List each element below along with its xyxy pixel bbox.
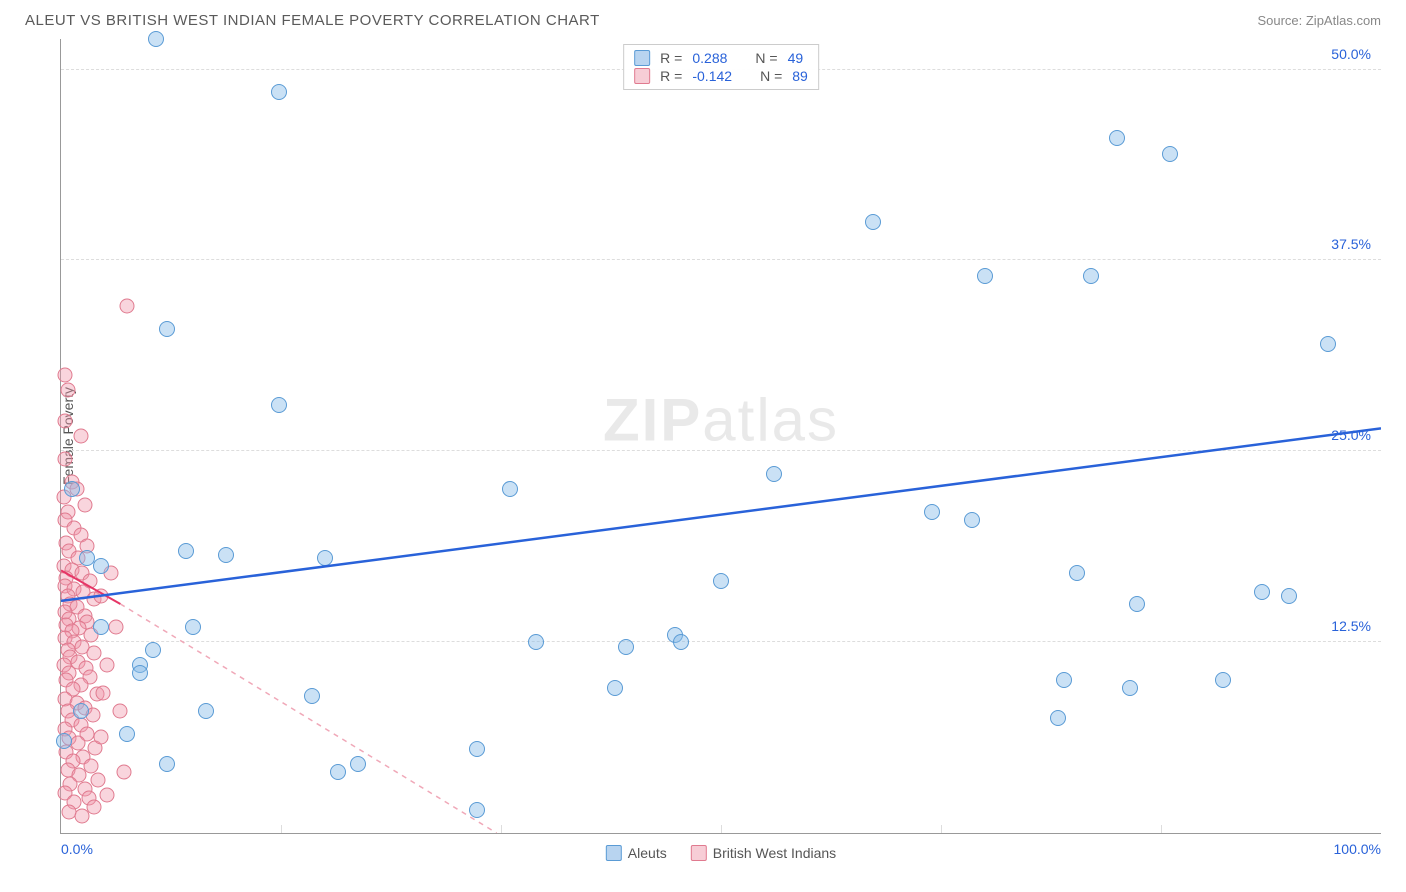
data-point-blue xyxy=(1083,268,1099,284)
data-point-blue xyxy=(145,642,161,658)
data-point-blue xyxy=(1320,336,1336,352)
data-point-blue xyxy=(1069,565,1085,581)
data-point-blue xyxy=(185,619,201,635)
gridline-h xyxy=(61,259,1381,260)
data-point-blue xyxy=(317,550,333,566)
data-point-pink xyxy=(87,645,102,660)
gridline-h xyxy=(61,641,1381,642)
data-point-blue xyxy=(964,512,980,528)
data-point-blue xyxy=(93,619,109,635)
data-point-blue xyxy=(132,665,148,681)
data-point-blue xyxy=(502,481,518,497)
swatch-blue-icon xyxy=(634,50,650,66)
data-point-pink xyxy=(96,685,111,700)
data-point-blue xyxy=(198,703,214,719)
data-point-blue xyxy=(93,558,109,574)
data-point-pink xyxy=(120,299,135,314)
data-point-blue xyxy=(1056,672,1072,688)
data-point-blue xyxy=(865,214,881,230)
data-point-blue xyxy=(119,726,135,742)
y-tick-label: 50.0% xyxy=(1331,46,1371,62)
data-point-blue xyxy=(271,397,287,413)
data-point-blue xyxy=(528,634,544,650)
source-label: Source: ZipAtlas.com xyxy=(1257,13,1381,28)
chart-title: ALEUT VS BRITISH WEST INDIAN FEMALE POVE… xyxy=(25,12,600,29)
gridline-h xyxy=(61,450,1381,451)
x-tick-label: 0.0% xyxy=(61,841,93,857)
data-point-pink xyxy=(57,367,72,382)
data-point-pink xyxy=(73,429,88,444)
data-point-pink xyxy=(60,383,75,398)
data-point-blue xyxy=(1162,146,1178,162)
data-point-pink xyxy=(93,589,108,604)
data-point-blue xyxy=(924,504,940,520)
data-point-blue xyxy=(178,543,194,559)
data-point-blue xyxy=(1215,672,1231,688)
data-point-blue xyxy=(766,466,782,482)
data-point-blue xyxy=(607,680,623,696)
data-point-blue xyxy=(330,764,346,780)
swatch-blue-icon xyxy=(606,845,622,861)
data-point-pink xyxy=(100,658,115,673)
x-tick xyxy=(281,825,282,833)
data-point-blue xyxy=(1129,596,1145,612)
data-point-blue xyxy=(73,703,89,719)
data-point-blue xyxy=(148,31,164,47)
data-point-blue xyxy=(304,688,320,704)
data-point-blue xyxy=(713,573,729,589)
data-point-blue xyxy=(159,756,175,772)
stats-row-pink: R = -0.142 N = 89 xyxy=(634,67,808,85)
data-point-blue xyxy=(1109,130,1125,146)
data-point-blue xyxy=(56,733,72,749)
data-point-pink xyxy=(57,413,72,428)
swatch-pink-icon xyxy=(691,845,707,861)
bottom-legend: Aleuts British West Indians xyxy=(606,845,836,861)
data-point-blue xyxy=(159,321,175,337)
data-point-pink xyxy=(77,497,92,512)
x-tick xyxy=(941,825,942,833)
data-point-blue xyxy=(1050,710,1066,726)
data-point-blue xyxy=(1254,584,1270,600)
data-point-pink xyxy=(109,619,124,634)
x-tick xyxy=(721,825,722,833)
data-point-blue xyxy=(673,634,689,650)
data-point-pink xyxy=(113,703,128,718)
data-point-blue xyxy=(469,741,485,757)
data-point-blue xyxy=(218,547,234,563)
legend-item-aleuts: Aleuts xyxy=(606,845,667,861)
plot-area: 50.0%37.5%25.0%12.5%0.0%100.0% xyxy=(61,39,1381,833)
stats-legend-box: R = 0.288 N = 49 R = -0.142 N = 89 xyxy=(623,44,819,90)
swatch-pink-icon xyxy=(634,68,650,84)
data-point-blue xyxy=(1281,588,1297,604)
data-point-blue xyxy=(1122,680,1138,696)
data-point-pink xyxy=(90,772,105,787)
data-point-blue xyxy=(977,268,993,284)
legend-item-bwi: British West Indians xyxy=(691,845,836,861)
data-point-blue xyxy=(64,481,80,497)
data-point-pink xyxy=(75,809,90,824)
data-point-blue xyxy=(469,802,485,818)
x-tick-label: 100.0% xyxy=(1334,841,1381,857)
x-tick xyxy=(501,825,502,833)
data-point-pink xyxy=(57,451,72,466)
data-point-blue xyxy=(271,84,287,100)
y-tick-label: 12.5% xyxy=(1331,618,1371,634)
chart-area: Female Poverty ZIPatlas 50.0%37.5%25.0%1… xyxy=(60,39,1381,834)
stats-row-blue: R = 0.288 N = 49 xyxy=(634,49,808,67)
data-point-blue xyxy=(618,639,634,655)
data-point-pink xyxy=(100,787,115,802)
y-tick-label: 37.5% xyxy=(1331,236,1371,252)
y-tick-label: 25.0% xyxy=(1331,427,1371,443)
data-point-pink xyxy=(93,729,108,744)
data-point-pink xyxy=(117,764,132,779)
data-point-blue xyxy=(350,756,366,772)
x-tick xyxy=(1161,825,1162,833)
